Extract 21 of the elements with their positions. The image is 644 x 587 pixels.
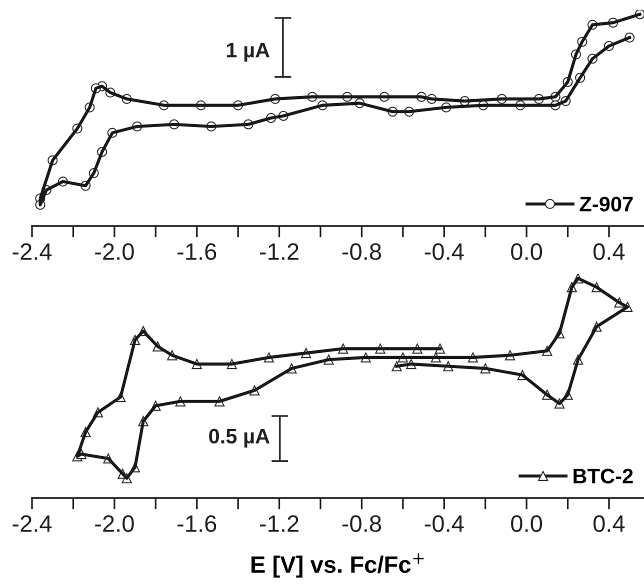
annotation: 1 µA	[226, 42, 270, 62]
x-tick-label: -0.4	[424, 515, 464, 532]
x-tick-label: -2.0	[95, 243, 134, 260]
x-tick-label: -2.4	[12, 243, 52, 260]
x-tick-label: 0.4	[593, 515, 625, 532]
x-tick-label: 0.0	[511, 515, 542, 532]
legend-label: Z-907	[580, 196, 633, 212]
x-tick-label: -2.0	[95, 515, 134, 532]
annotation: 0.5 µA	[209, 428, 270, 448]
legend-label: BTC-2	[574, 468, 633, 484]
x-tick-label: 0.0	[511, 243, 542, 260]
x-tick-label: -2.4	[12, 515, 52, 532]
x-tick-label: 0.4	[593, 243, 625, 260]
x-tick-label: -1.6	[178, 515, 216, 532]
x-tick-label: -1.2	[260, 243, 298, 260]
x-tick-label: -0.8	[342, 515, 382, 532]
x-axis-title: E [V] vs. Fc/Fc$^{+}$	[252, 553, 424, 578]
x-tick-label: -0.8	[342, 243, 382, 260]
x-tick-label: -0.4	[424, 243, 464, 260]
x-tick-label: -1.2	[260, 515, 298, 532]
x-tick-label: -1.6	[178, 243, 216, 260]
